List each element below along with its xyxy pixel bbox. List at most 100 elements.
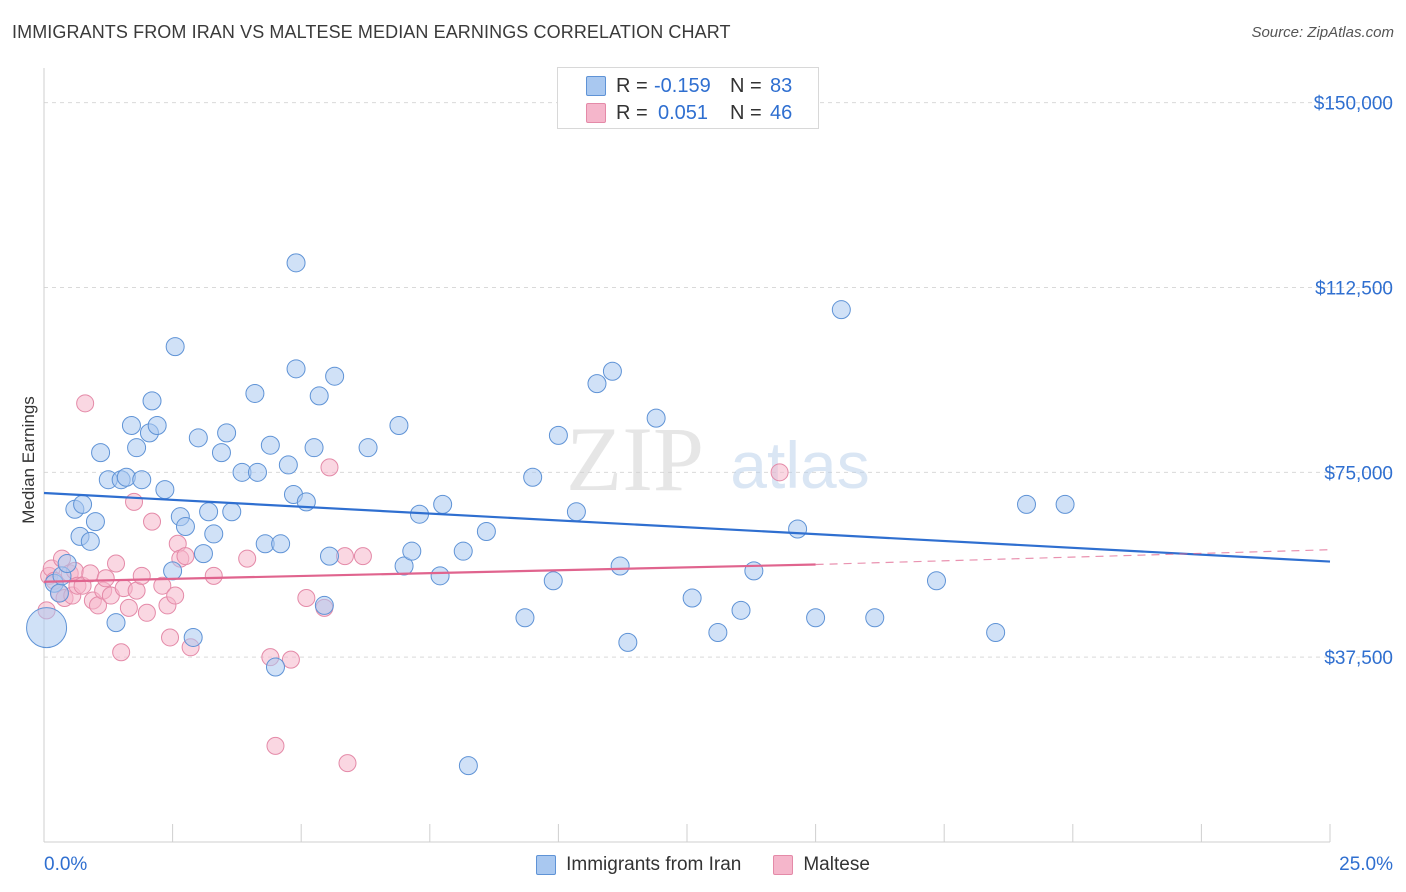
maltese-point: [166, 586, 185, 605]
iran-swatch: [586, 76, 606, 96]
iran-point: [682, 588, 702, 608]
r-value: 0.051: [658, 101, 709, 124]
y-tick-label: $37,500: [1324, 648, 1393, 669]
iran-point: [211, 443, 231, 463]
maltese-point: [132, 566, 151, 585]
iran-point: [199, 502, 219, 522]
maltese-point: [238, 549, 257, 568]
trend-lines: [43, 491, 1331, 583]
iran-point: [402, 541, 422, 561]
r-label: R =: [616, 74, 648, 97]
iran-point: [389, 415, 409, 435]
source-label: Source: ZipAtlas.com: [1251, 24, 1394, 41]
maltese-point: [81, 564, 100, 583]
iran-point: [127, 438, 147, 458]
maltese-point: [338, 754, 357, 773]
legend-item-maltese[interactable]: Maltese: [773, 854, 870, 876]
iran-point: [91, 443, 111, 463]
iran-point: [1055, 494, 1075, 514]
iran-point: [314, 595, 334, 615]
maltese-point: [770, 463, 789, 482]
y-tick-label: $150,000: [1314, 94, 1393, 115]
iran-point: [73, 494, 93, 514]
iran-point: [49, 583, 69, 603]
maltese-point: [320, 458, 339, 477]
iran-point: [646, 408, 666, 428]
bottom-legend: Immigrants from Iran Maltese: [0, 850, 1406, 880]
maltese-point: [107, 554, 126, 573]
iran-point: [325, 366, 345, 386]
legend-swatch-iran: [536, 855, 557, 875]
watermark-atlas: atlas: [730, 428, 869, 502]
iran-point: [1017, 494, 1037, 514]
iran-point: [245, 383, 265, 403]
iran-point: [175, 517, 195, 537]
maltese-point: [112, 643, 131, 662]
watermark-zip: ZIP: [566, 408, 704, 510]
maltese-swatch: [586, 103, 606, 123]
x-tick-label: 25.0%: [1339, 854, 1393, 875]
maltese-point: [266, 736, 285, 755]
iran-point: [788, 519, 808, 539]
iran-point: [566, 502, 586, 522]
iran-point: [121, 415, 141, 435]
iran-point: [618, 632, 638, 652]
iran-point: [430, 566, 450, 586]
iran-point: [155, 480, 175, 500]
y-tick-label: $112,500: [1315, 278, 1393, 299]
iran-point: [204, 524, 224, 544]
iran-point: [26, 607, 68, 649]
iran-point: [453, 541, 473, 561]
gridlines: [44, 102, 1395, 658]
iran-point: [304, 438, 324, 458]
iran-point: [610, 556, 630, 576]
iran-point: [222, 502, 242, 522]
iran-point: [188, 428, 208, 448]
y-tick-labels: $37,500 $75,000 $112,500 $150,000: [1314, 94, 1393, 670]
maltese-point: [281, 650, 300, 669]
maltese-point: [76, 394, 95, 413]
legend-item-iran[interactable]: Immigrants from Iran: [536, 854, 741, 876]
iran-point: [865, 608, 885, 628]
iran-point: [163, 561, 183, 581]
iran-point: [806, 608, 826, 628]
maltese-point: [96, 569, 115, 588]
iran-point: [286, 359, 306, 379]
iran-point: [85, 512, 105, 532]
iran-point: [278, 455, 298, 475]
iran-point: [986, 623, 1006, 643]
maltese-point: [153, 576, 172, 595]
iran-point: [165, 337, 185, 357]
r-value: -0.159: [654, 74, 711, 97]
iran-point: [831, 300, 851, 320]
iran-point: [458, 756, 478, 776]
iran-point: [80, 531, 100, 551]
iran-point: [394, 556, 414, 576]
iran-point: [319, 546, 339, 566]
x-tick-labels: 0.0% 25.0%: [44, 854, 1393, 875]
iran-point: [132, 470, 152, 490]
iran-point: [744, 561, 764, 581]
iran-point: [260, 435, 280, 455]
iran-point: [548, 425, 568, 445]
iran-point: [309, 386, 329, 406]
iran-point: [515, 608, 535, 628]
n-label: N =: [730, 74, 762, 97]
iran-point: [358, 438, 378, 458]
iran-point: [217, 423, 237, 443]
iran-point: [265, 657, 285, 677]
maltese-trend-extension: [815, 549, 1331, 566]
iran-point: [247, 462, 267, 482]
iran-point: [602, 361, 622, 381]
iran-point: [193, 544, 213, 564]
x-tick-label: 0.0%: [44, 854, 87, 875]
maltese-point: [204, 566, 223, 585]
y-tick-label: $75,000: [1324, 463, 1393, 484]
iran-trend-line: [43, 491, 1331, 563]
iran-point: [106, 613, 126, 633]
iran-point: [433, 494, 453, 514]
iran-point: [708, 623, 728, 643]
y-axis-label: Median Earnings: [19, 396, 38, 524]
maltese-point: [119, 598, 138, 617]
chart-title: IMMIGRANTS FROM IRAN VS MALTESE MEDIAN E…: [12, 22, 731, 42]
